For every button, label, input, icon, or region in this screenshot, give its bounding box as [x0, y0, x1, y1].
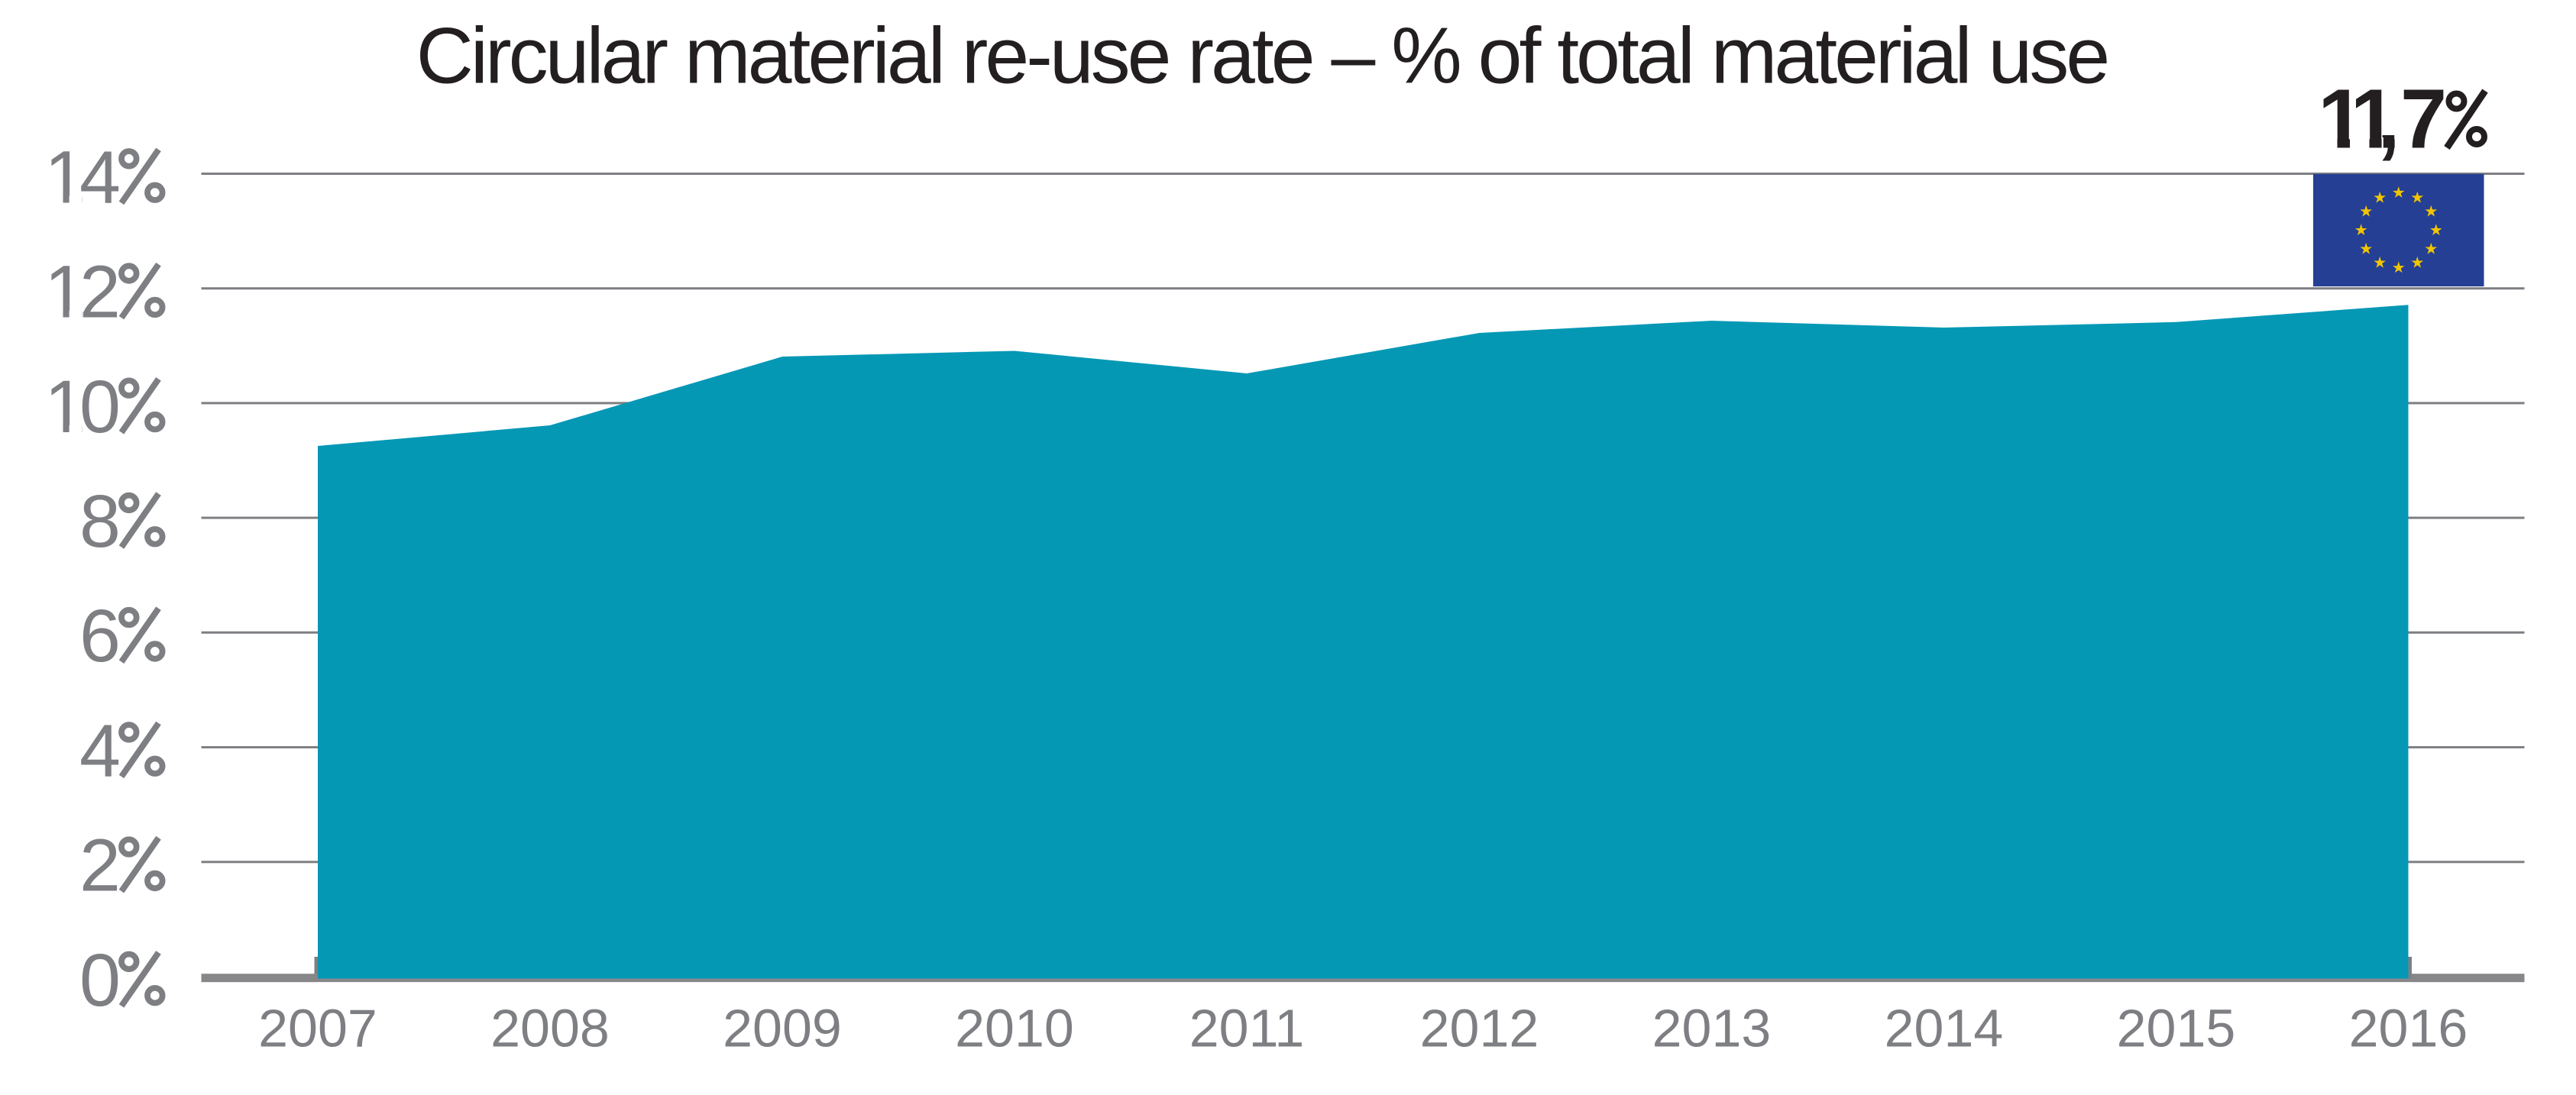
- svg-text:2015: 2015: [2117, 998, 2236, 1058]
- svg-text:2: 2: [79, 824, 118, 907]
- svg-text:Circular material re-use rate: Circular material re-use rate – % of tot…: [416, 12, 2108, 101]
- svg-text:2010: 2010: [955, 998, 1074, 1058]
- svg-text:2014: 2014: [1885, 998, 2004, 1058]
- svg-text:2012: 2012: [1420, 998, 1539, 1058]
- svg-text:2009: 2009: [723, 998, 842, 1058]
- svg-text:2013: 2013: [1652, 998, 1772, 1058]
- svg-text:10: 10: [44, 365, 118, 448]
- svg-text:6: 6: [79, 594, 118, 677]
- svg-text:1: 1: [2351, 73, 2397, 166]
- svg-text:14: 14: [44, 135, 119, 218]
- svg-text:12: 12: [44, 250, 118, 334]
- svg-text:0: 0: [79, 938, 118, 1022]
- svg-text:2008: 2008: [490, 998, 610, 1058]
- svg-text:2016: 2016: [2349, 998, 2468, 1058]
- svg-text:1: 1: [2318, 73, 2364, 166]
- svg-text:4: 4: [79, 709, 119, 793]
- svg-text:2007: 2007: [258, 998, 377, 1058]
- svg-text:8: 8: [79, 480, 118, 563]
- svg-text:,: ,: [2377, 73, 2400, 166]
- svg-text:7: 7: [2400, 73, 2447, 166]
- svg-text:2011: 2011: [1189, 998, 1305, 1058]
